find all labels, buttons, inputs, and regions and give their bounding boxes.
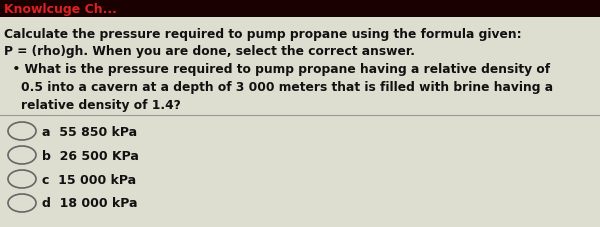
Text: Calculate the pressure required to pump propane using the formula given:: Calculate the pressure required to pump … [4, 27, 521, 40]
Text: d  18 000 kPa: d 18 000 kPa [42, 197, 137, 210]
Text: a  55 850 kPa: a 55 850 kPa [42, 125, 137, 138]
Text: b  26 500 KPa: b 26 500 KPa [42, 149, 139, 162]
Text: Knowlcuge Ch...: Knowlcuge Ch... [4, 2, 117, 15]
Text: • What is the pressure required to pump propane having a relative density of: • What is the pressure required to pump … [4, 63, 550, 76]
Text: relative density of 1.4?: relative density of 1.4? [4, 99, 181, 112]
Text: c  15 000 kPa: c 15 000 kPa [42, 173, 136, 186]
Text: P = (rho)gh. When you are done, select the correct answer.: P = (rho)gh. When you are done, select t… [4, 45, 415, 58]
Bar [0, 0, 600, 18]
Text: 0.5 into a cavern at a depth of 3 000 meters that is filled with brine having a: 0.5 into a cavern at a depth of 3 000 me… [4, 81, 553, 94]
